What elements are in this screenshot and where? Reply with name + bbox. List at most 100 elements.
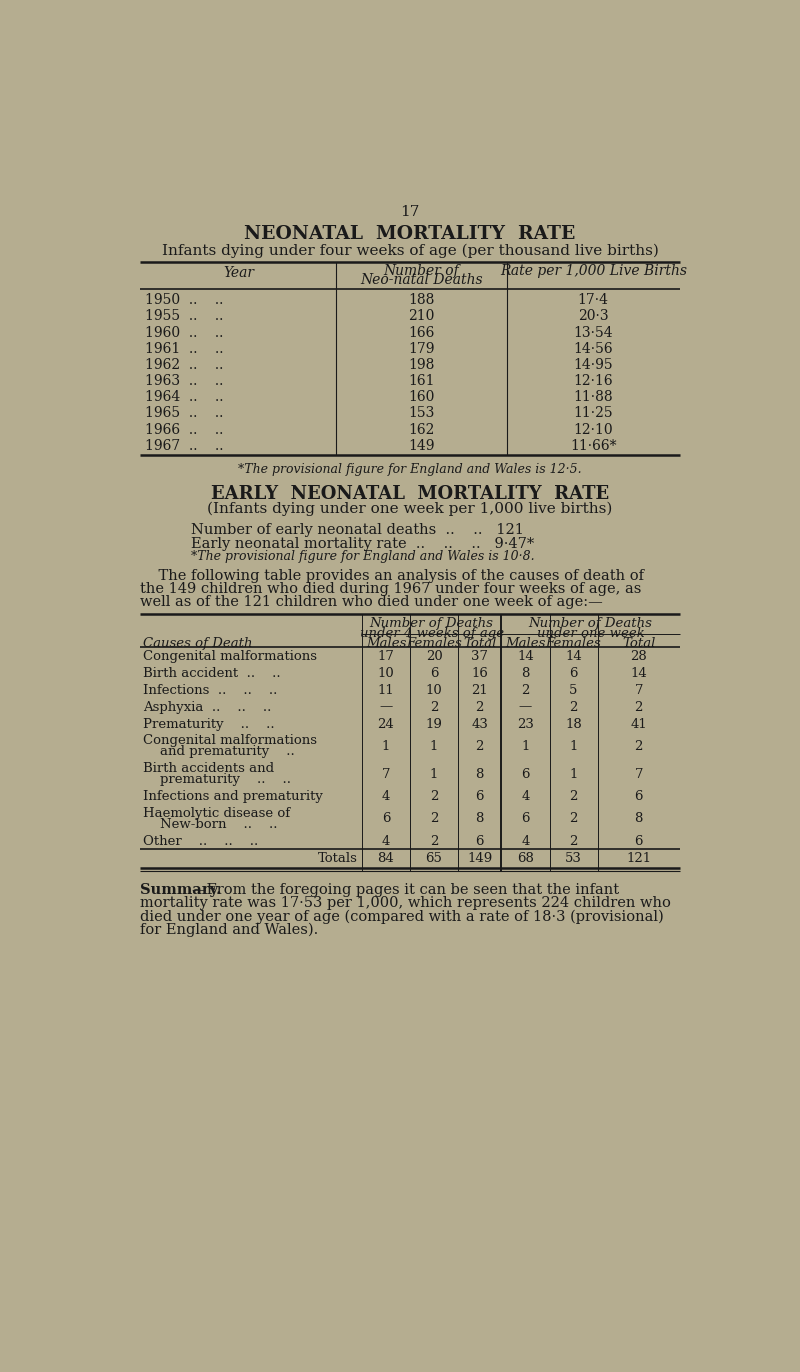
Text: 4: 4 [522,834,530,848]
Text: 14·56: 14·56 [574,342,613,355]
Text: Asphyxia  ..    ..    ..: Asphyxia .. .. .. [143,701,272,713]
Text: Females: Females [406,637,462,650]
Text: 2: 2 [570,701,578,713]
Text: Infections  ..    ..    ..: Infections .. .. .. [143,683,278,697]
Text: 20: 20 [426,650,442,663]
Text: 2: 2 [522,683,530,697]
Text: 17: 17 [400,204,420,218]
Text: 2: 2 [634,740,643,753]
Text: 1965  ..    ..: 1965 .. .. [145,406,223,420]
Text: 16: 16 [471,667,488,679]
Text: Prematurity    ..    ..: Prematurity .. .. [143,718,275,730]
Text: 2: 2 [430,790,438,803]
Text: 28: 28 [630,650,647,663]
Text: NEONATAL  MORTALITY  RATE: NEONATAL MORTALITY RATE [244,225,576,243]
Text: Number of Deaths: Number of Deaths [529,616,653,630]
Text: Congenital malformations: Congenital malformations [143,734,318,748]
Text: 14·95: 14·95 [574,358,613,372]
Text: Causes of Death: Causes of Death [143,637,253,650]
Text: 1: 1 [570,767,578,781]
Text: 11·25: 11·25 [574,406,613,420]
Text: 149: 149 [467,852,492,866]
Text: died under one year of age (compared with a rate of 18·3 (provisional): died under one year of age (compared wit… [140,910,664,923]
Text: Males: Males [506,637,546,650]
Text: 1: 1 [382,740,390,753]
Text: 6: 6 [570,667,578,679]
Text: 2: 2 [430,834,438,848]
Text: 18: 18 [565,718,582,730]
Text: 8: 8 [634,812,643,825]
Text: under one week: under one week [537,627,645,639]
Text: Number of Deaths: Number of Deaths [370,616,494,630]
Text: 1964  ..    ..: 1964 .. .. [145,390,223,405]
Text: 2: 2 [570,812,578,825]
Text: Rate per 1,000 Live Births: Rate per 1,000 Live Births [500,263,686,279]
Text: 5: 5 [570,683,578,697]
Text: 37: 37 [471,650,488,663]
Text: 21: 21 [471,683,488,697]
Text: 4: 4 [522,790,530,803]
Text: 1967  ..    ..: 1967 .. .. [145,439,223,453]
Text: The following table provides an analysis of the causes of death of: The following table provides an analysis… [140,569,644,583]
Text: for England and Wales).: for England and Wales). [140,922,318,937]
Text: 166: 166 [409,325,435,340]
Text: Totals: Totals [318,852,358,866]
Text: Birth accidents and: Birth accidents and [143,763,274,775]
Text: mortality rate was 17·53 per 1,000, which represents 224 children who: mortality rate was 17·53 per 1,000, whic… [140,896,671,910]
Text: 8: 8 [522,667,530,679]
Text: 17: 17 [378,650,394,663]
Text: 13·54: 13·54 [574,325,613,340]
Text: 6: 6 [475,834,484,848]
Text: Number of: Number of [384,263,459,279]
Text: and prematurity    ..: and prematurity .. [143,745,295,759]
Text: 2: 2 [475,701,484,713]
Text: 4: 4 [382,790,390,803]
Text: (Infants dying under one week per 1,000 live births): (Infants dying under one week per 1,000 … [207,501,613,516]
Text: 1: 1 [570,740,578,753]
Text: under 4 weeks of age: under 4 weeks of age [360,627,504,639]
Text: 121: 121 [626,852,651,866]
Text: 1961  ..    ..: 1961 .. .. [145,342,223,355]
Text: EARLY  NEONATAL  MORTALITY  RATE: EARLY NEONATAL MORTALITY RATE [211,484,609,504]
Text: 24: 24 [378,718,394,730]
Text: Other    ..    ..    ..: Other .. .. .. [143,834,258,848]
Text: 7: 7 [634,683,643,697]
Text: 1950  ..    ..: 1950 .. .. [145,294,223,307]
Text: 179: 179 [408,342,435,355]
Text: 161: 161 [408,375,435,388]
Text: 1: 1 [430,740,438,753]
Text: 68: 68 [517,852,534,866]
Text: 14: 14 [565,650,582,663]
Text: 2: 2 [475,740,484,753]
Text: 14: 14 [630,667,647,679]
Text: 1960  ..    ..: 1960 .. .. [145,325,223,340]
Text: 6: 6 [634,834,643,848]
Text: Males: Males [366,637,406,650]
Text: 1955  ..    ..: 1955 .. .. [145,310,223,324]
Text: 6: 6 [522,767,530,781]
Text: 149: 149 [408,439,435,453]
Text: well as of the 121 children who died under one week of age:—: well as of the 121 children who died und… [140,595,603,609]
Text: 19: 19 [426,718,442,730]
Text: 65: 65 [426,852,442,866]
Text: 160: 160 [409,390,435,405]
Text: 7: 7 [634,767,643,781]
Text: 210: 210 [409,310,435,324]
Text: Neo-natal Deaths: Neo-natal Deaths [360,273,483,287]
Text: 2: 2 [570,790,578,803]
Text: Congenital malformations: Congenital malformations [143,650,318,663]
Text: 10: 10 [378,667,394,679]
Text: 1963  ..    ..: 1963 .. .. [145,375,223,388]
Text: 6: 6 [475,790,484,803]
Text: 53: 53 [565,852,582,866]
Text: Birth accident  ..    ..: Birth accident .. .. [143,667,281,679]
Text: Total: Total [463,637,497,650]
Text: 11·66*: 11·66* [570,439,617,453]
Text: 41: 41 [630,718,647,730]
Text: Haemolytic disease of: Haemolytic disease of [143,807,290,820]
Text: 7: 7 [382,767,390,781]
Text: Year: Year [223,266,254,280]
Text: 153: 153 [409,406,435,420]
Text: 2: 2 [430,701,438,713]
Text: 2: 2 [634,701,643,713]
